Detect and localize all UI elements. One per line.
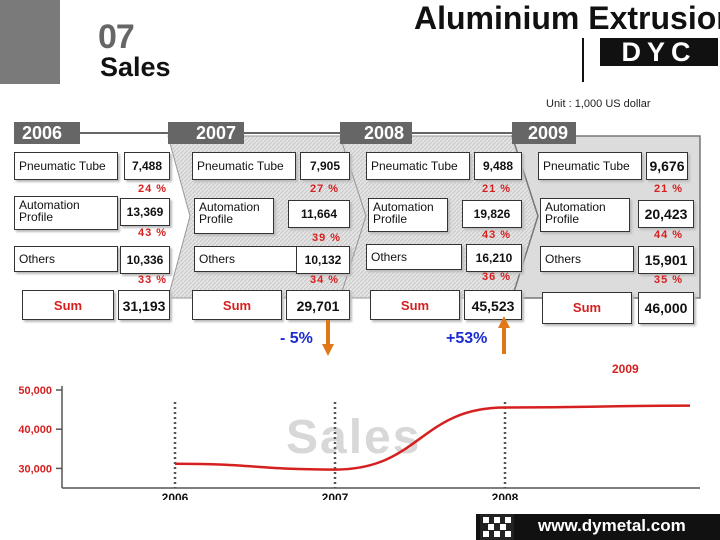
pct-pneumatic-2006: 24 % [138, 183, 168, 195]
value-others-2009: 15,901 [638, 246, 694, 274]
category-automation-2007: Automation Profile [194, 198, 274, 234]
sales-line-chart: 30,000 40,000 50,000 2006 2007 2008 [18, 385, 700, 500]
x-tick-label: 2008 [492, 491, 519, 500]
value-automation-2009: 20,423 [638, 200, 694, 228]
category-others-2006: Others [14, 246, 118, 272]
change-2007: - 5% [280, 330, 313, 347]
value-pneumatic-2006: 7,488 [124, 152, 170, 180]
website-link[interactable]: www.dymetal.com [538, 516, 686, 535]
brand-logo-text: DYC [600, 38, 718, 66]
value-others-2007: 10,132 [296, 246, 350, 274]
company-logo-icon [480, 514, 514, 540]
y-tick-label: 40,000 [18, 424, 52, 436]
pct-automation-2008: 43 % [482, 229, 512, 241]
sum-label-2006: Sum [22, 290, 114, 320]
pct-others-2006: 33 % [138, 274, 168, 286]
category-pneumatic-2009: Pneumatic Tube [538, 152, 642, 180]
pct-automation-2006: 43 % [138, 227, 168, 239]
x-tick-label: 2006 [162, 491, 189, 500]
tab-rule-2007 [244, 132, 340, 134]
pct-others-2007: 34 % [310, 274, 340, 286]
category-others-2009: Others [540, 246, 634, 272]
category-pneumatic-2008: Pneumatic Tube [366, 152, 470, 180]
change-2008: +53% [446, 330, 488, 347]
value-pneumatic-2009: 9,676 [646, 152, 688, 180]
y-tick-label: 30,000 [18, 463, 52, 475]
pct-automation-2007: 39 % [312, 232, 342, 244]
down-arrow-icon [322, 320, 334, 356]
pct-pneumatic-2007: 27 % [310, 183, 340, 195]
slide-number: 07 [98, 18, 135, 56]
unit-note: Unit : 1,000 US dollar [546, 98, 651, 110]
sum-value-2006: 31,193 [118, 290, 170, 320]
category-automation-2006: Automation Profile [14, 196, 118, 230]
category-pneumatic-2006: Pneumatic Tube [14, 152, 118, 180]
value-others-2008: 16,210 [466, 244, 522, 272]
value-pneumatic-2007: 7,905 [300, 152, 350, 180]
value-pneumatic-2008: 9,488 [474, 152, 522, 180]
category-automation-2008: Automation Profile [368, 198, 448, 232]
chart-year-marker: 2009 [612, 362, 639, 376]
year-tab-2008: 2008 [340, 122, 412, 144]
sum-label-2008: Sum [370, 290, 460, 320]
sum-label-2009: Sum [542, 292, 632, 324]
tab-rule-2006 [80, 132, 168, 134]
brand-divider [582, 38, 584, 82]
value-automation-2007: 11,664 [288, 200, 350, 228]
up-arrow-icon [498, 316, 510, 354]
pct-automation-2009: 44 % [654, 229, 684, 241]
sum-label-2007: Sum [192, 290, 282, 320]
section-title: Sales [100, 52, 171, 82]
year-tab-2007: 2007 [168, 122, 244, 144]
category-others-2007: Others [194, 246, 298, 272]
x-tick-label: 2007 [322, 491, 349, 500]
value-automation-2008: 19,826 [462, 200, 522, 228]
pct-others-2009: 35 % [654, 274, 684, 286]
y-tick-label: 50,000 [18, 385, 52, 397]
value-automation-2006: 13,369 [120, 198, 170, 226]
corner-stripe [60, 0, 84, 84]
sum-value-2008: 45,523 [464, 290, 522, 320]
tab-rule-2008 [412, 132, 512, 134]
year-tab-2009: 2009 [512, 122, 576, 144]
category-pneumatic-2007: Pneumatic Tube [192, 152, 296, 180]
pct-pneumatic-2009: 21 % [654, 183, 684, 195]
category-others-2008: Others [366, 244, 462, 270]
sales-series-line [174, 404, 691, 471]
sum-value-2007: 29,701 [286, 290, 350, 320]
pct-pneumatic-2008: 21 % [482, 183, 512, 195]
pct-others-2008: 36 % [482, 271, 512, 283]
category-automation-2009: Automation Profile [540, 198, 630, 232]
sum-value-2009: 46,000 [638, 292, 694, 324]
year-tab-2006: 2006 [14, 122, 80, 144]
footer-bar [476, 514, 720, 540]
brand-title: Aluminium Extrusion [414, 0, 720, 36]
value-others-2006: 10,336 [120, 246, 170, 274]
